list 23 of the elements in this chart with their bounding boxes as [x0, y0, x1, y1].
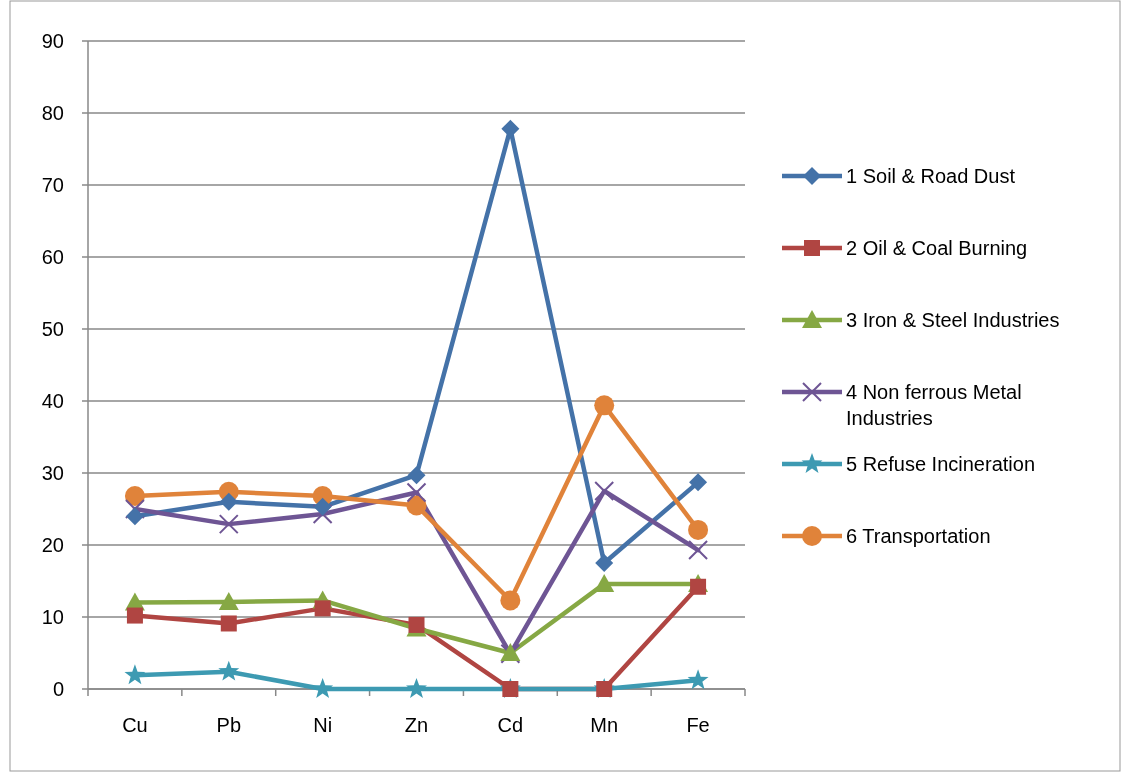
y-tick-label: 10 [41, 606, 64, 628]
x-tick-label: Ni [313, 714, 333, 736]
legend-label: 3 Iron & Steel Industries [846, 309, 1060, 331]
legend-label: 6 Transportation [846, 525, 991, 547]
y-tick-label: 60 [41, 246, 64, 268]
legend-label: 4 Non ferrous Metal Industries [846, 381, 1022, 429]
legend-label: 5 Refuse Incineration [846, 453, 1036, 475]
y-tick-label: 50 [41, 318, 64, 340]
x-tick-label: Fe [686, 714, 710, 736]
x-tick-label: Mn [590, 714, 619, 736]
x-tick-label: Zn [404, 714, 429, 736]
y-tick-label: 70 [41, 174, 64, 196]
y-tick-label: 0 [52, 678, 64, 700]
y-tick-label: 80 [41, 102, 64, 124]
y-tick-label: 20 [41, 534, 64, 556]
y-tick-label: 30 [41, 462, 64, 484]
y-tick-label: 90 [41, 30, 64, 52]
y-tick-label: 40 [41, 390, 64, 412]
legend-label: 2 Oil & Coal Burning [846, 237, 1028, 259]
legend-label: 1 Soil & Road Dust [846, 165, 1016, 187]
x-tick-label: Pb [216, 714, 242, 736]
x-tick-label: Cd [497, 714, 524, 736]
x-tick-label: Cu [122, 714, 148, 736]
